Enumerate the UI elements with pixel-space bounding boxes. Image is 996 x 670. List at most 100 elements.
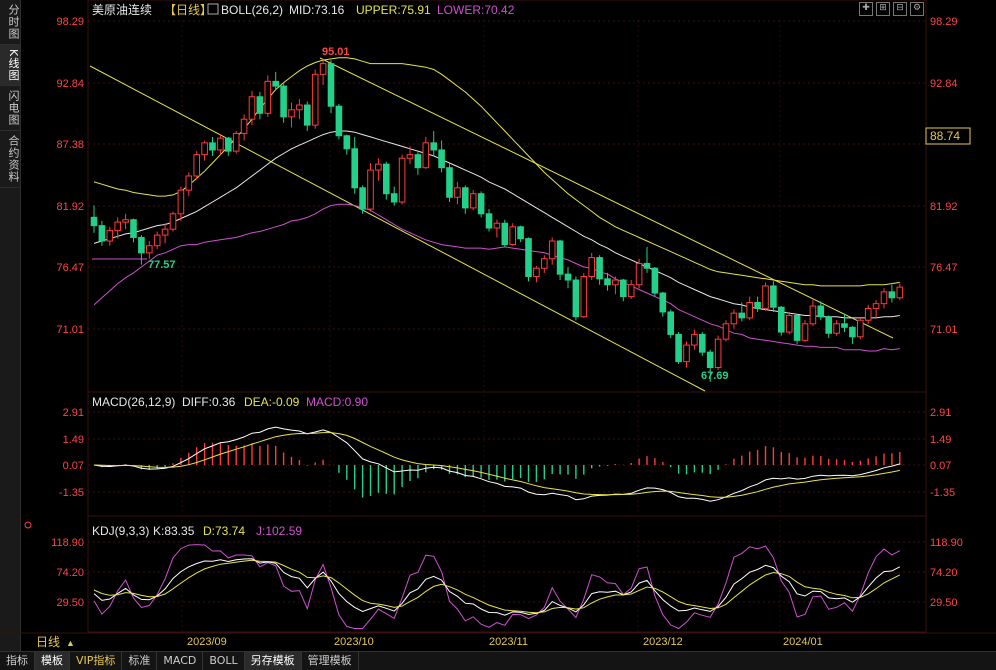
candle-body <box>193 154 200 177</box>
candle-body <box>185 175 193 191</box>
low-annotation-2: 67.69 <box>701 370 729 382</box>
svg-text:81.92: 81.92 <box>930 201 958 213</box>
candle-body <box>169 213 177 230</box>
svg-text:76.47: 76.47 <box>56 262 84 274</box>
macd-indicator <box>93 426 901 502</box>
candle-body <box>201 142 208 156</box>
candle-body <box>833 323 840 334</box>
svg-text:2023/09: 2023/09 <box>187 636 227 648</box>
tab-flash[interactable]: 闪电图 <box>0 86 20 132</box>
kdj-name: KDJ(9,3,3) <box>92 524 149 538</box>
tab-macd[interactable]: MACD <box>157 652 204 670</box>
kdj-k: K:83.35 <box>153 524 195 538</box>
tab-save-template[interactable]: 另存模板 <box>244 652 302 670</box>
candle-body <box>635 262 643 286</box>
candle-body <box>841 323 848 328</box>
candle-body <box>288 109 295 118</box>
candle-body <box>422 142 430 169</box>
kdj-axis-right: 118.90 74.20 29.50 <box>930 537 963 609</box>
candle-body <box>864 307 872 321</box>
kdj-indicator <box>93 544 901 630</box>
tab-vip-indicators[interactable]: VIP指标 <box>70 652 123 670</box>
candle-body <box>485 213 493 229</box>
kdj-d-line <box>93 559 901 614</box>
candle-body <box>383 163 390 195</box>
settings-icon[interactable]: ⚙ <box>910 2 924 16</box>
candle-body <box>604 278 611 286</box>
candle-body <box>146 245 153 254</box>
tab-kline[interactable]: K线图 <box>0 45 20 87</box>
price-axis-right: 98.29 92.84 81.92 76.47 71.01 <box>930 16 958 336</box>
boll-settings-icon[interactable] <box>207 3 219 15</box>
candle-body <box>533 267 540 277</box>
candle-body <box>390 193 398 203</box>
macd-name: MACD(26,12,9) <box>92 395 175 409</box>
candle-body <box>153 234 161 247</box>
candle-body <box>414 154 422 169</box>
svg-text:81.92: 81.92 <box>56 201 84 213</box>
tab-timeshare[interactable]: 分时图 <box>0 0 20 45</box>
date-axis: 2023/09 2023/10 2023/11 2023/12 2024/01 <box>187 636 823 648</box>
svg-text:0.07: 0.07 <box>930 460 951 472</box>
candle-body <box>509 226 516 246</box>
tab-indicators[interactable]: 指标 <box>0 652 35 670</box>
channel-lower-line <box>89 65 706 392</box>
boll-lower: LOWER:70.42 <box>437 3 515 17</box>
candle-body <box>225 137 232 152</box>
candle-body <box>438 149 445 169</box>
candle-body <box>809 305 817 325</box>
svg-text:92.84: 92.84 <box>56 78 84 90</box>
candle-body <box>106 229 114 242</box>
chart-area[interactable]: 美原油连续 【日线】 BOLL(26,2) MID:73.16 UPPER:75… <box>0 0 996 651</box>
candle-body <box>612 279 619 286</box>
candle-body <box>548 240 556 260</box>
candle-body <box>706 351 714 369</box>
tab-templates[interactable]: 模板 <box>35 652 70 670</box>
candle-body <box>580 275 588 318</box>
candle-body <box>659 292 667 313</box>
candle-body <box>272 80 279 87</box>
candle-body <box>430 142 437 151</box>
candle-body <box>785 315 793 333</box>
tab-manage-templates[interactable]: 管理模板 <box>302 652 359 670</box>
left-tab-bar: 分时图 K线图 闪电图 合约资料 <box>0 0 21 651</box>
candle-body <box>620 279 627 298</box>
kdj-settings-icon[interactable] <box>24 521 32 529</box>
svg-text:76.47: 76.47 <box>930 262 958 274</box>
candle-body <box>217 137 224 151</box>
boll-name: BOLL(26,2) <box>221 3 283 17</box>
low-annotation-1: 77.57 <box>148 259 176 271</box>
candle-body <box>651 267 659 294</box>
crosshair-icon[interactable]: ✚ <box>859 2 873 16</box>
svg-text:118.90: 118.90 <box>930 537 963 549</box>
tab-contract-info[interactable]: 合约资料 <box>0 131 20 189</box>
candle-body <box>248 96 256 120</box>
zoom-in-icon[interactable]: ⊞ <box>876 2 890 16</box>
bottom-toolbar: 指标 模板 VIP指标 标准 MACD BOLL 另存模板 管理模板 <box>0 651 996 670</box>
macd-panel-frame <box>87 391 927 517</box>
candle-body <box>738 312 746 319</box>
svg-text:1.49: 1.49 <box>63 434 84 446</box>
tab-standard[interactable]: 标准 <box>122 652 158 670</box>
candle-body <box>114 221 122 231</box>
candle-body <box>699 333 706 353</box>
zoom-out-icon[interactable]: ⊟ <box>893 2 907 16</box>
svg-text:118.90: 118.90 <box>51 537 84 549</box>
svg-text:74.20: 74.20 <box>930 567 958 579</box>
candle-body <box>714 338 722 369</box>
window-controls: ✚ ⊞ ⊟ ⚙ <box>859 2 924 16</box>
macd-axis-left: 2.91 1.49 0.07 -1.35 <box>59 407 84 499</box>
candle-body <box>675 333 682 363</box>
candle-body <box>596 257 603 280</box>
candle-body <box>501 222 509 246</box>
candle-body <box>469 193 477 209</box>
svg-text:74.20: 74.20 <box>56 567 84 579</box>
candle-body <box>556 240 564 275</box>
period-dropdown-icon[interactable]: ▲ <box>66 638 75 648</box>
period-selector[interactable]: 日线 <box>36 635 60 649</box>
candle-body <box>762 285 769 309</box>
macd-dea-line <box>93 432 900 498</box>
candle-body <box>541 258 548 269</box>
tab-boll[interactable]: BOLL <box>203 652 245 670</box>
candle-body <box>462 187 469 209</box>
